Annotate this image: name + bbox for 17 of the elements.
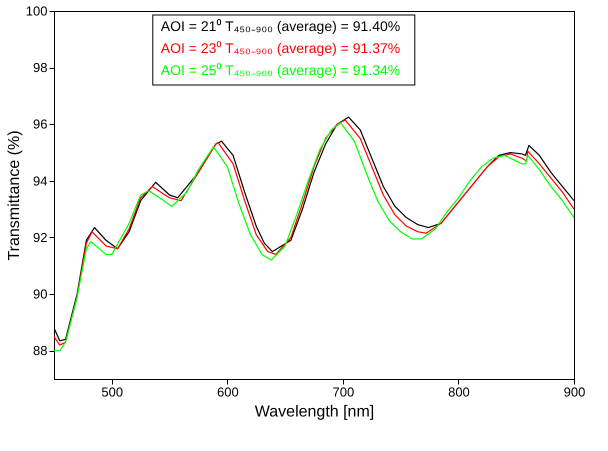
x-tick-label: 700 (332, 384, 354, 400)
x-axis-title: Wavelength [nm] (254, 404, 374, 420)
y-tick-label: 88 (33, 343, 48, 358)
y-tick-label: 90 (33, 286, 48, 302)
x-tick-label: 600 (216, 384, 239, 400)
text: AOI = 25⁰ T₄₅₀₋₉₀₀ (average) = 91.34% (160, 62, 400, 78)
x-tick-label: 800 (448, 384, 470, 400)
y-tick-label: 98 (33, 60, 48, 76)
text: AOI = 23⁰ T₄₅₀₋₉₀₀ (average) = 91.37% (160, 40, 400, 56)
y-tick-label: 100 (26, 4, 48, 18)
y-axis-title: Transmittance (%) (6, 130, 23, 261)
x-tick-label: 500 (101, 384, 124, 400)
y-tick-label: 96 (33, 116, 48, 132)
y-tick-label: 92 (33, 230, 48, 245)
x-tick-label: 900 (564, 384, 586, 400)
y-tick-label: 94 (33, 173, 48, 188)
text: AOI = 21⁰ T₄₅₀₋₉₀₀ (average) = 91.40% (160, 18, 400, 34)
